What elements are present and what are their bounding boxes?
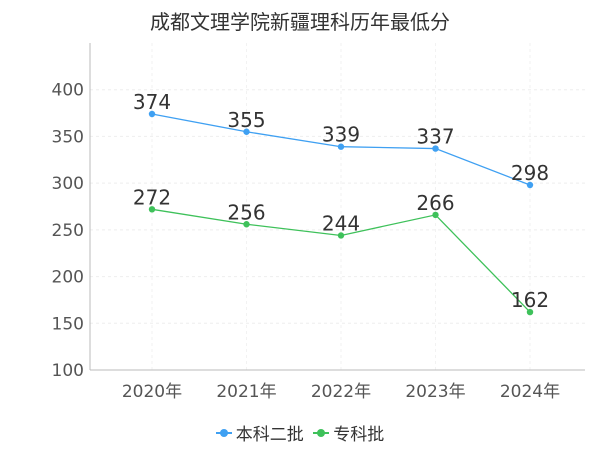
data-point-1-1 [243,221,250,228]
data-point-0-4 [526,181,534,189]
y-tick-label-5: 350 [52,127,84,147]
x-tick-label-0: 2020年 [122,382,182,402]
y-tick-label-1: 150 [52,314,84,334]
x-tick-label-4: 2024年 [500,382,560,402]
legend: 本科二批 专科批 [0,420,600,445]
data-point-0-1 [243,128,250,135]
x-tick-label-1: 2021年 [216,382,276,402]
legend-label-1: 专科批 [333,425,385,445]
data-point-1-3 [432,211,439,219]
data-label-0-0: 374 [133,90,171,114]
data-label-0-1: 355 [227,108,265,132]
data-label-1-3: 266 [416,191,454,215]
data-label-1-4: 162 [511,288,549,312]
data-label-0-2: 339 [322,123,360,147]
legend-item-series-1[interactable]: 专科批 [313,420,384,445]
data-label-1-0: 272 [133,185,171,209]
data-point-0-3 [432,145,439,152]
data-point-0-2 [337,143,345,150]
chart-title: 成都文理学院新疆理科历年最低分 [150,10,450,34]
data-point-1-0 [148,206,156,213]
y-tick-label-3: 250 [52,221,84,241]
legend-item-series-0[interactable]: 本科二批 [215,420,304,445]
data-point-1-2 [337,232,345,239]
y-tick-label-6: 400 [52,81,84,101]
x-tick-label-3: 2023年 [405,382,465,402]
data-point-0-0 [148,110,156,118]
legend-label-0: 本科二批 [235,425,304,445]
x-tick-label-2: 2022年 [311,382,371,402]
data-label-1-2: 244 [322,211,360,235]
data-label-0-3: 337 [416,125,454,149]
legend-swatch-icon-1 [313,428,330,438]
y-tick-label-2: 200 [52,268,84,288]
y-tick-label-4: 300 [52,174,84,194]
y-tick-label-0: 100 [52,361,84,381]
data-point-1-4 [526,308,534,316]
data-label-0-4: 298 [511,161,549,185]
legend-swatch-icon-0 [215,428,232,438]
data-label-1-1: 256 [227,200,265,224]
